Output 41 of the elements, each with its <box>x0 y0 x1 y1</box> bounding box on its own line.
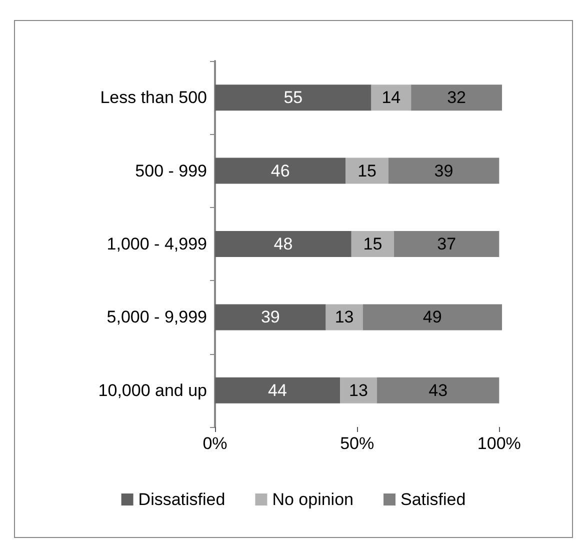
bar <box>340 377 377 404</box>
data-label: 32 <box>447 88 466 108</box>
data-label: 39 <box>434 161 454 180</box>
data-label: 13 <box>334 308 354 327</box>
bar <box>388 158 500 184</box>
y-tick-label: 1,000 - 4,999 <box>106 234 207 254</box>
data-label: 37 <box>437 234 456 254</box>
bar <box>326 304 363 330</box>
bar <box>362 304 502 330</box>
bar <box>215 304 326 330</box>
bar <box>215 158 346 184</box>
y-tick-label: 5,000 - 9,999 <box>106 308 207 327</box>
legend-label: No opinion <box>272 490 354 509</box>
legend-label: Satisfied <box>400 490 466 509</box>
data-label: 39 <box>260 308 280 327</box>
legend-label: Dissatisfied <box>138 490 226 509</box>
bar <box>346 158 388 184</box>
x-tick-label: 0% <box>202 434 228 453</box>
bar <box>371 84 412 111</box>
data-label: 43 <box>428 380 448 400</box>
x-tick-label: 100% <box>477 434 521 453</box>
y-tick-label: 10,000 and up <box>98 380 207 400</box>
data-label: 49 <box>422 308 442 327</box>
data-label: 48 <box>274 234 293 254</box>
data-label: 15 <box>363 234 382 254</box>
bar <box>394 231 500 257</box>
data-label: 15 <box>358 161 376 180</box>
data-label: 14 <box>382 88 401 108</box>
bar <box>351 231 394 257</box>
bar <box>376 377 500 404</box>
bar <box>411 84 502 111</box>
data-label: 44 <box>268 380 287 400</box>
data-label: 55 <box>284 88 303 108</box>
y-tick-label: Less than 500 <box>100 88 207 108</box>
data-label: 46 <box>270 161 290 180</box>
bar <box>215 377 340 404</box>
bar <box>215 84 372 111</box>
x-tick-label: 50% <box>340 434 374 453</box>
data-label: 13 <box>349 380 368 400</box>
bar <box>215 231 352 257</box>
y-tick-label: 500 - 999 <box>135 161 207 180</box>
